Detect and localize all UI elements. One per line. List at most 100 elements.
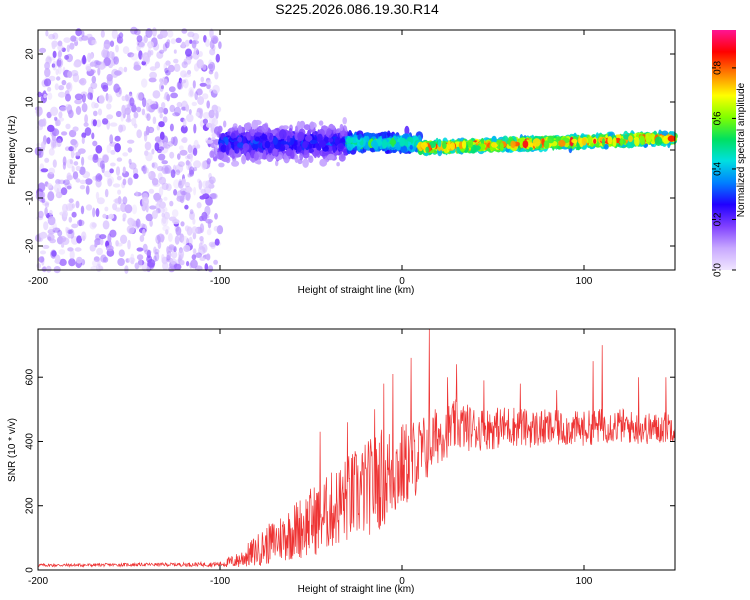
spectrogram-cell [318,120,324,126]
spectrogram-cell [339,123,344,132]
spectrogram-cell [158,121,165,128]
spectrogram-cell [332,144,337,153]
spectrogram-cell [111,29,118,39]
spectrogram-cell [319,140,326,148]
spectrogram-cell [116,157,123,162]
spectrogram-cell [205,80,212,86]
spectrogram-cell [163,62,168,71]
spectrogram-cell [191,101,197,107]
snr-y-label: SNR (10 * v/v) [7,418,18,482]
spectrogram-y-label: Frequency (Hz) [7,116,18,185]
spectrogram-cell [168,233,173,242]
spectrogram-cell [49,209,53,216]
spectrogram-cell [42,118,47,127]
spectrogram-cell [543,140,550,149]
spectrogram-y-ticks: -20 -10 0 10 20 [25,48,675,253]
spectrogram-cell [97,157,104,168]
spectrogram-cell [44,157,50,163]
spectrogram-cell [168,86,176,93]
spectrogram-cell [245,122,252,130]
spectrogram-cell [161,254,165,262]
spectrogram-cell [64,104,72,111]
spectrogram-cell [66,158,74,169]
spectrogram-cell [571,138,578,144]
spectrogram-cell [192,248,197,254]
spectrogram-cell [338,153,346,162]
spectrogram-cell [202,112,210,119]
spectrogram-cell [82,171,91,179]
spectrogram-cell [95,179,102,188]
spectrogram-cell [71,211,77,218]
spectrogram-cell [133,173,139,180]
spectrogram-cell [234,126,238,131]
spectrogram-cell [157,106,162,114]
spectrogram-cell [334,137,340,145]
spectrogram-cell [75,178,81,183]
spectrogram-cell [346,143,354,151]
spectrogram-cell [246,131,252,141]
spectrogram-cell [72,144,77,152]
spectrogram-cell [267,132,271,137]
spectrogram-cell [164,164,172,174]
spectrogram-cell [170,136,176,145]
spectrogram-cell [161,182,169,191]
spectrogram-cell [328,138,334,143]
spectrogram-cell [52,32,59,40]
spectrogram-cell [103,57,111,66]
spectrogram-cell [57,44,64,52]
spectrogram-cell [147,259,156,268]
spectrogram-cell [144,55,150,63]
spectrogram-cell [57,64,62,75]
spectrogram-cell [48,33,56,40]
spectrogram-cell [127,139,135,144]
spectrogram-cell [230,132,236,139]
spectrogram-cell [85,204,93,211]
spectrogram-cell [136,106,142,113]
spectrogram-cell [68,146,74,152]
spectrogram-cell [47,183,53,189]
spectrogram-cell [149,128,154,133]
spectrogram-x-ticks: -200 -100 0 100 [28,30,593,287]
spectrogram-cell [75,200,80,209]
spectrogram-cell [127,257,136,263]
spectrogram-y-tick-label: -10 [25,190,36,205]
spectrogram-cell [122,178,127,186]
spectrogram-cell [214,213,218,220]
spectrogram-cell [186,113,194,123]
spectrogram-cell [37,182,46,192]
spectrogram-cell [205,122,213,128]
spectrogram-cell [187,144,193,154]
spectrogram-cell [92,119,98,127]
spectrogram-cell [218,162,225,168]
spectrogram-cell [319,158,328,167]
spectrogram-cell [47,229,55,235]
spectrogram-cell [266,153,274,162]
spectrogram-cell [170,169,176,179]
spectrogram-cell [183,78,189,89]
spectrogram-cell [90,266,99,271]
spectrogram-cell [84,127,92,136]
spectrogram-cell [147,41,154,49]
spectrogram-cell [201,211,208,222]
spectrogram-cell [196,88,203,96]
spectrogram-cell [107,178,113,187]
spectrogram-cell [173,58,179,64]
spectrogram-cell [173,179,180,189]
spectrogram-cell [199,223,205,234]
spectrogram-cell [57,229,63,237]
spectrogram-cell [47,236,52,241]
spectrogram-cell [163,196,168,201]
spectrogram-cell [229,148,235,158]
spectrogram-cell [85,178,93,185]
spectrogram-cell [122,152,129,157]
spectrogram-cell [180,221,185,227]
spectrogram-cell [39,250,47,255]
spectrogram-cell [110,162,116,167]
spectrogram-cell [113,198,121,204]
spectrogram-cell [47,92,53,100]
snr-x-tick-label: 0 [399,576,405,587]
spectrogram-cell [67,247,74,252]
spectrogram-cell [212,84,220,94]
spectrogram-cell [189,166,195,175]
spectrogram-cell [144,249,152,255]
